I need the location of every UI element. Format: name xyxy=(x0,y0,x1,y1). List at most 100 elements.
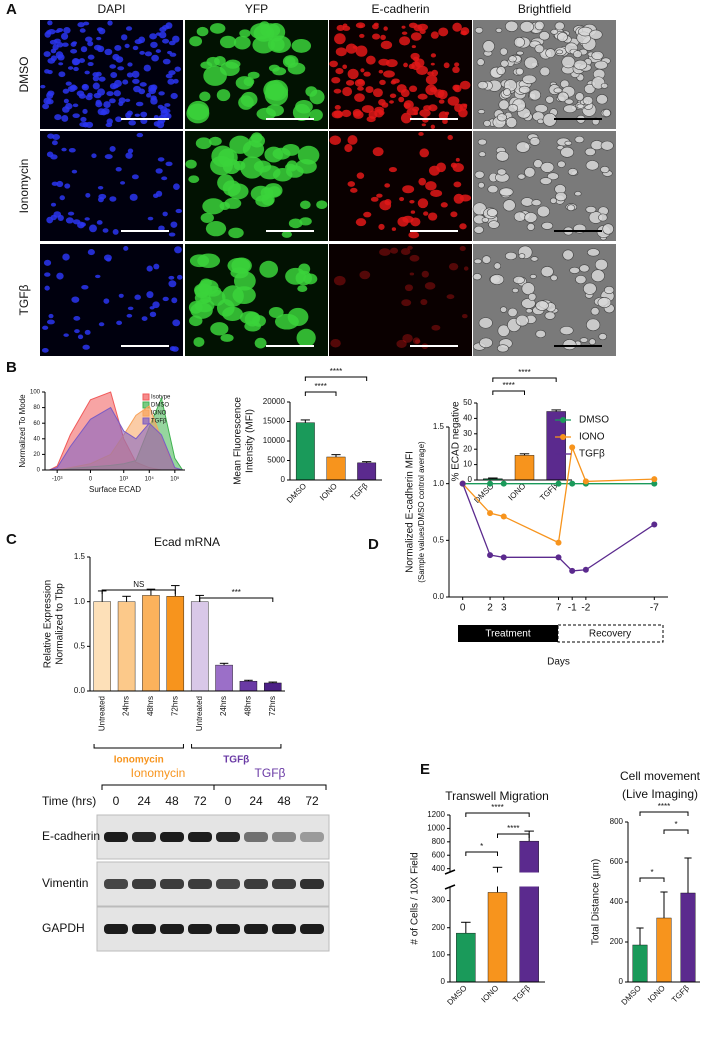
cell xyxy=(68,147,76,153)
cell xyxy=(194,285,209,299)
blot-band xyxy=(160,924,184,934)
cell xyxy=(481,255,492,264)
cell xyxy=(334,105,341,110)
cell xyxy=(125,152,133,159)
cell xyxy=(128,120,136,126)
bar xyxy=(680,892,696,983)
cell xyxy=(410,210,416,214)
bar xyxy=(93,601,111,692)
cell xyxy=(146,265,153,272)
cell xyxy=(288,218,303,229)
bar xyxy=(656,917,672,983)
cell xyxy=(123,246,129,251)
cell xyxy=(206,56,220,67)
cell xyxy=(488,220,500,229)
x-tick-label: 24hrs xyxy=(122,696,131,716)
point xyxy=(500,513,507,520)
cell xyxy=(575,275,587,285)
cell xyxy=(228,227,244,239)
cell xyxy=(150,41,158,48)
bar xyxy=(456,932,476,983)
cell xyxy=(418,177,427,186)
y-tick-label: 80 xyxy=(33,405,40,411)
x-tick-label: IONO xyxy=(318,482,339,503)
cell xyxy=(403,102,411,109)
column-header: Brightfield xyxy=(518,2,571,16)
cell xyxy=(79,28,86,33)
cell xyxy=(134,113,141,117)
cell xyxy=(208,136,222,146)
cell xyxy=(62,88,70,94)
cell xyxy=(474,170,485,179)
blot-lane-label: 48 xyxy=(165,794,179,808)
cell xyxy=(233,271,256,291)
cell xyxy=(398,96,405,103)
panel-label: D xyxy=(368,536,379,553)
cell xyxy=(150,84,158,91)
cell xyxy=(104,154,113,160)
cell xyxy=(138,36,146,44)
x-tick-label: TGFβ xyxy=(511,983,532,1004)
cell xyxy=(591,269,605,283)
cell xyxy=(87,62,94,67)
point xyxy=(500,480,507,487)
cell xyxy=(330,339,341,348)
cell xyxy=(402,334,413,343)
cell xyxy=(57,214,64,221)
cell xyxy=(299,217,312,226)
y-tick-label: 0 xyxy=(441,977,446,986)
cell xyxy=(409,254,420,262)
significance-label: * xyxy=(674,820,677,829)
y-tick-label: 30 xyxy=(463,429,472,438)
cell xyxy=(80,116,87,122)
cell xyxy=(59,195,65,201)
cell xyxy=(359,33,365,38)
cell xyxy=(221,285,244,307)
point xyxy=(569,480,576,487)
cell xyxy=(46,30,52,35)
cell xyxy=(347,181,356,187)
cell xyxy=(172,319,181,327)
cell xyxy=(513,211,526,222)
cell xyxy=(483,119,491,127)
cell xyxy=(109,196,117,202)
cell xyxy=(309,109,323,121)
cell xyxy=(538,31,550,41)
cell xyxy=(585,206,597,214)
cell xyxy=(345,79,355,86)
cell xyxy=(222,180,241,197)
x-tick-label: 10⁴ xyxy=(145,476,155,483)
cell xyxy=(85,192,91,198)
cell xyxy=(146,93,152,98)
cell xyxy=(496,344,509,353)
cell xyxy=(167,78,175,85)
x-tick-label: 2 xyxy=(487,603,493,614)
x-tick-label: 0 xyxy=(89,477,93,483)
cell xyxy=(162,38,170,44)
cell xyxy=(518,253,526,259)
cell xyxy=(84,70,90,75)
cell xyxy=(227,257,251,274)
cell xyxy=(78,93,86,99)
cell xyxy=(139,82,147,87)
cell xyxy=(193,337,205,348)
cell xyxy=(173,78,179,84)
cell xyxy=(50,55,57,62)
y-tick-label: 200 xyxy=(432,923,446,932)
cell xyxy=(525,308,533,314)
cell xyxy=(170,92,178,100)
cell xyxy=(379,248,391,256)
phase-label: Recovery xyxy=(589,629,631,640)
cell xyxy=(478,317,493,329)
cell xyxy=(550,197,557,204)
group-label: TGFβ xyxy=(223,755,249,766)
x-tick-label: 72hrs xyxy=(268,696,277,716)
cell xyxy=(282,55,299,68)
significance-label: **** xyxy=(507,824,519,833)
blot-band xyxy=(216,924,240,934)
cell xyxy=(408,22,418,29)
axis-break-mark xyxy=(444,884,456,890)
cell xyxy=(545,48,556,58)
cell xyxy=(165,161,173,167)
cell xyxy=(411,45,416,49)
